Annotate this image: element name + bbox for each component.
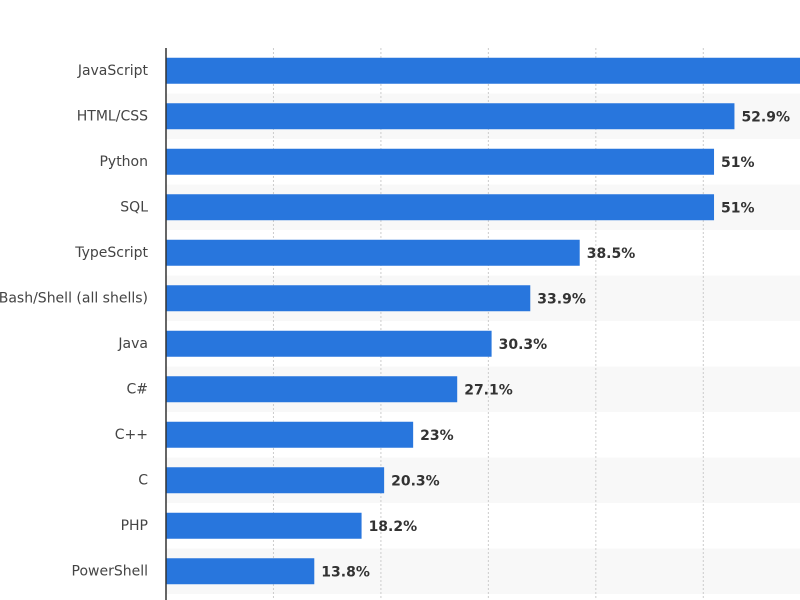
value-label: 51% [721,200,755,216]
y-tick-label: C [138,472,148,488]
value-label: 13.8% [321,564,370,580]
bar [166,148,715,175]
y-tick-label: JavaScript [77,63,149,79]
bar [166,467,385,494]
value-label: 33.9% [537,291,586,307]
y-tick-label: C++ [115,427,148,443]
value-label: 52.9% [741,109,790,125]
bar [166,330,492,357]
bar [166,103,735,130]
y-tick-label: TypeScript [74,245,148,261]
bar [166,512,362,539]
bar [166,558,315,585]
y-tick-label: Bash/Shell (all shells) [0,290,148,306]
bar [166,194,715,221]
y-tick-label: HTML/CSS [77,108,148,124]
bar [166,239,580,266]
value-label: 18.2% [369,519,418,535]
y-tick-label: Java [117,336,148,352]
bar [166,421,414,448]
bar [166,57,800,84]
value-label: 20.3% [391,473,440,489]
y-tick-label: SQL [120,199,148,215]
y-tick-label: PHP [121,518,148,534]
value-label: 23% [420,428,454,444]
y-tick-label: Python [99,154,148,170]
value-label: 38.5% [587,246,636,262]
y-tick-label: C# [126,381,148,397]
value-label: 51% [721,155,755,171]
value-label: 27.1% [464,382,513,398]
bar [166,376,458,403]
value-label: 30.3% [499,337,548,353]
bar [166,285,531,312]
y-tick-label: PowerShell [72,563,148,579]
